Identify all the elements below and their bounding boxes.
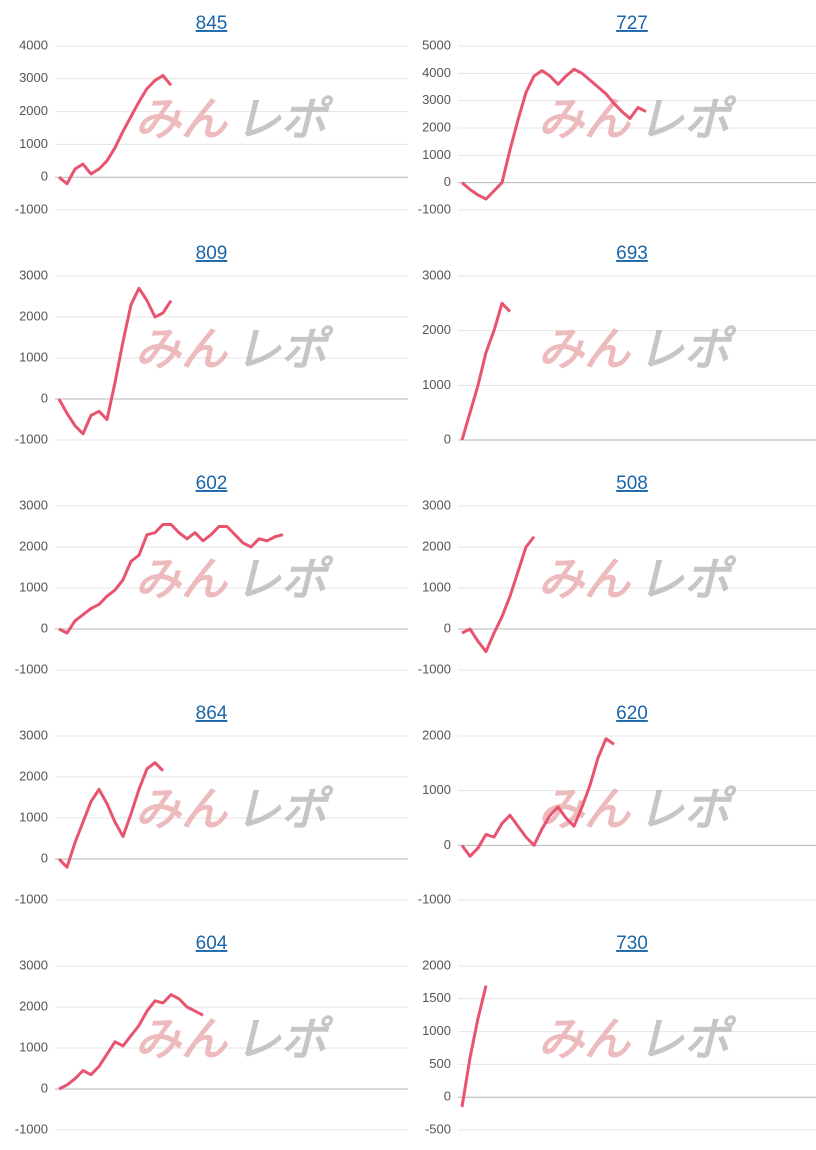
y-tick-label: 4000	[19, 37, 48, 52]
y-tick-label: 1000	[422, 377, 451, 392]
y-tick-label: 0	[444, 837, 451, 852]
y-tick-label: 0	[41, 850, 48, 865]
y-tick-label: -1000	[15, 1121, 48, 1136]
watermark: みん	[538, 553, 632, 605]
watermark: レポ	[638, 93, 737, 145]
y-tick-label: 3000	[19, 70, 48, 85]
watermark: みん	[135, 783, 229, 835]
data-line	[461, 67, 647, 201]
y-tick-label: 1000	[422, 147, 451, 162]
y-tick-label: 0	[41, 169, 48, 184]
y-tick-label: 0	[444, 431, 451, 446]
watermark: レポ	[638, 323, 737, 375]
chart-title[interactable]: 809	[196, 243, 228, 264]
y-tick-label: -1000	[15, 201, 48, 216]
y-tick-label: 4000	[422, 65, 451, 80]
y-tick-label: 2000	[422, 538, 451, 553]
y-tick-label: 5000	[422, 37, 451, 52]
y-tick-label: 2000	[422, 322, 451, 337]
y-tick-label: -500	[425, 1121, 451, 1136]
y-tick-label: -1000	[15, 431, 48, 446]
chart-title[interactable]: 864	[196, 703, 228, 724]
chart-title[interactable]: 727	[616, 13, 648, 34]
y-tick-label: -1000	[418, 891, 451, 906]
watermark: レポ	[235, 93, 334, 145]
chart-title[interactable]: 730	[616, 933, 648, 954]
watermark: みん	[538, 1013, 632, 1065]
y-tick-label: 3000	[19, 497, 48, 512]
watermark: レポ	[638, 553, 737, 605]
y-tick-label: 3000	[19, 957, 48, 972]
y-tick-label: 500	[429, 1056, 451, 1071]
y-tick-label: 2000	[19, 538, 48, 553]
chart-title[interactable]: 620	[616, 703, 648, 724]
y-tick-label: -1000	[15, 661, 48, 676]
y-tick-label: 3000	[19, 267, 48, 282]
watermark: みん	[538, 93, 632, 145]
y-tick-label: 3000	[422, 92, 451, 107]
y-tick-label: 1000	[19, 809, 48, 824]
y-tick-label: 1500	[422, 990, 451, 1005]
y-tick-label: 2000	[422, 119, 451, 134]
watermark: レポ	[235, 323, 334, 375]
y-tick-label: 3000	[19, 727, 48, 742]
watermark: みん	[538, 783, 632, 835]
watermark: みん	[135, 553, 229, 605]
y-tick-label: 2000	[19, 768, 48, 783]
watermark: レポ	[235, 1013, 334, 1065]
data-line	[58, 74, 173, 186]
watermark: みん	[135, 1013, 229, 1065]
chart-title[interactable]: 508	[616, 473, 648, 494]
chart-title[interactable]: 845	[196, 13, 228, 34]
y-tick-label: 3000	[422, 497, 451, 512]
chart-title[interactable]: 693	[616, 243, 648, 264]
y-tick-label: -1000	[418, 201, 451, 216]
y-tick-label: 0	[41, 620, 48, 635]
y-tick-label: 1000	[19, 579, 48, 594]
chart-title[interactable]: 604	[196, 933, 228, 954]
watermark: みん	[135, 93, 229, 145]
y-tick-label: 1000	[422, 1023, 451, 1038]
y-tick-label: 2000	[19, 998, 48, 1013]
y-tick-label: 2000	[19, 308, 48, 323]
data-line	[460, 737, 615, 858]
data-line	[57, 286, 173, 436]
watermark: レポ	[235, 553, 334, 605]
y-tick-label: 1000	[19, 136, 48, 151]
watermark: レポ	[235, 783, 334, 835]
watermark: みん	[538, 323, 632, 375]
y-tick-label: -1000	[15, 891, 48, 906]
y-tick-label: 0	[41, 390, 48, 405]
y-tick-label: 1000	[19, 349, 48, 364]
y-tick-label: 2000	[19, 103, 48, 118]
watermark: レポ	[638, 1013, 737, 1065]
data-line	[460, 301, 512, 441]
watermark: みん	[135, 323, 229, 375]
y-tick-label: 2000	[422, 957, 451, 972]
y-tick-label: 2000	[422, 727, 451, 742]
data-line	[58, 522, 284, 635]
y-tick-label: 0	[444, 174, 451, 189]
y-tick-label: 0	[41, 1080, 48, 1095]
data-line	[58, 993, 204, 1091]
y-tick-label: 3000	[422, 267, 451, 282]
data-line	[461, 535, 536, 654]
chart-title[interactable]: 602	[196, 473, 228, 494]
y-tick-label: 1000	[422, 782, 451, 797]
watermark: レポ	[638, 783, 737, 835]
y-tick-label: 0	[444, 1089, 451, 1104]
y-tick-label: 1000	[19, 1039, 48, 1054]
data-line	[57, 761, 165, 869]
y-tick-label: -1000	[418, 661, 451, 676]
y-tick-label: 1000	[422, 579, 451, 594]
data-line	[460, 985, 488, 1108]
y-tick-label: 0	[444, 620, 451, 635]
